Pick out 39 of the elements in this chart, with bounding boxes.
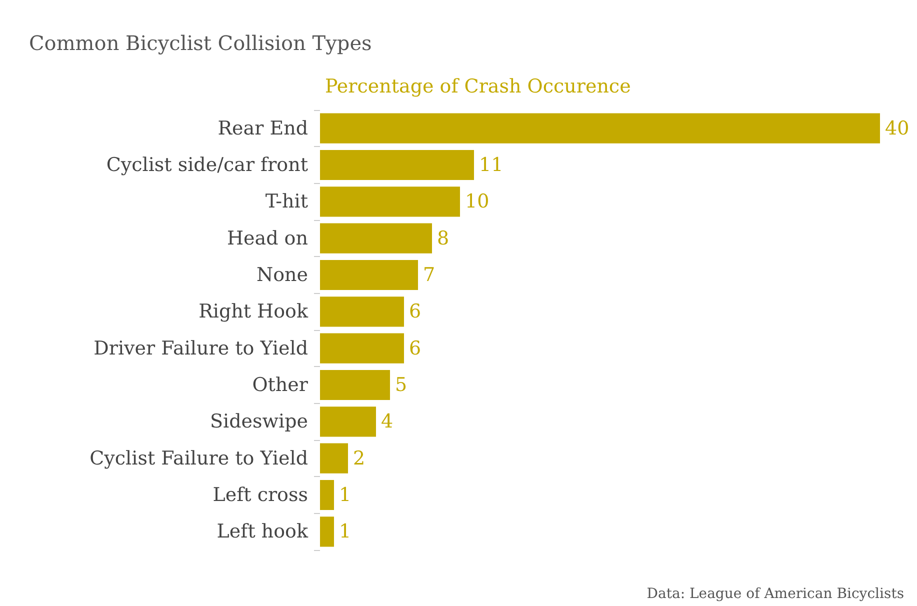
bar xyxy=(320,260,418,290)
y-tick-label: Cyclist Failure to Yield xyxy=(90,447,308,470)
y-tick-label: Right Hook xyxy=(198,300,308,323)
y-tick-label: T-hit xyxy=(265,190,308,213)
bar xyxy=(320,223,432,254)
bar xyxy=(320,113,880,144)
data-label: 5 xyxy=(395,374,408,396)
bar xyxy=(320,296,404,327)
bar xyxy=(320,443,348,474)
y-tick-label: None xyxy=(256,264,308,286)
data-label: 6 xyxy=(409,300,422,323)
bar xyxy=(320,516,334,547)
y-tick-label: Left hook xyxy=(216,520,308,543)
text: Data: League of American Bicyclists xyxy=(646,586,904,602)
y-tick-label: Driver Failure to Yield xyxy=(94,337,308,360)
data-label: 1 xyxy=(339,484,352,506)
bar xyxy=(320,333,404,364)
data-label: 8 xyxy=(437,227,450,250)
data-label: 2 xyxy=(353,447,366,470)
y-tick-label: Sideswipe xyxy=(210,410,308,433)
data-label: 11 xyxy=(479,154,504,176)
data-label: 7 xyxy=(423,264,436,286)
y-tick-label: Cyclist side/car front xyxy=(106,154,308,176)
bar xyxy=(320,370,390,400)
bar xyxy=(320,186,460,217)
bar xyxy=(320,150,474,180)
bar xyxy=(320,406,376,437)
chart-title: Common Bicyclist Collision Types xyxy=(29,31,372,55)
y-tick-label: Other xyxy=(252,374,309,396)
data-label: 4 xyxy=(381,410,394,433)
chart-subtitle: Percentage of Crash Occurence xyxy=(325,76,631,98)
y-tick-label: Left cross xyxy=(212,484,308,506)
data-label: 10 xyxy=(465,190,490,213)
bar xyxy=(320,480,334,510)
data-label: 1 xyxy=(339,520,352,543)
data-label: 6 xyxy=(409,337,422,360)
y-tick-label: Rear End xyxy=(218,117,308,140)
y-tick-label: Head on xyxy=(226,227,308,250)
data-label: 40 xyxy=(885,117,910,140)
